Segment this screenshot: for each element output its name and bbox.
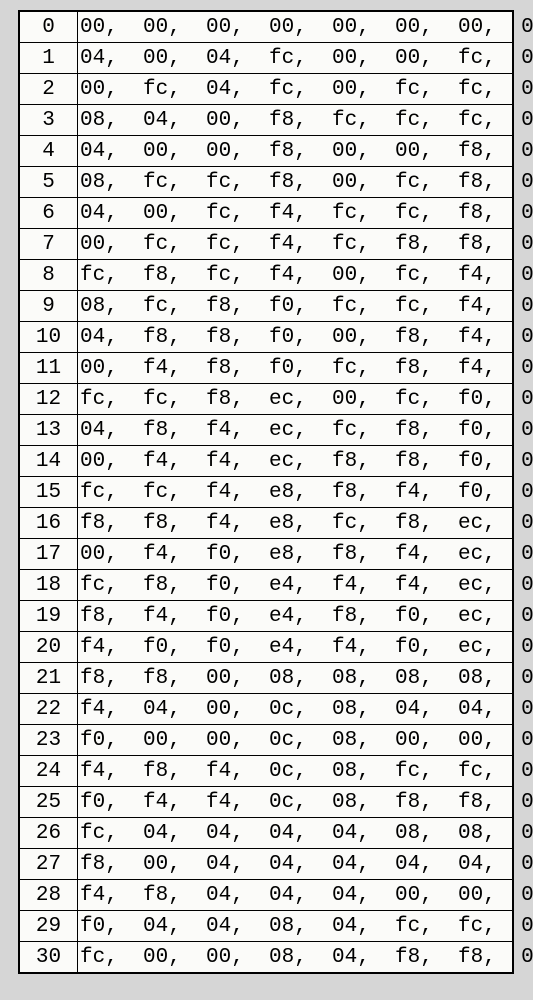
row-index: 23 xyxy=(20,725,78,756)
row-index: 8 xyxy=(20,260,78,291)
table-row: 21f8, f8, 00, 08, 08, 08, 08, 00, xyxy=(20,663,513,694)
row-index: 16 xyxy=(20,508,78,539)
row-data: fc, f8, fc, f4, 00, fc, f4, 00, xyxy=(78,260,513,291)
row-index: 11 xyxy=(20,353,78,384)
table-row: 25f0, f4, f4, 0c, 08, f8, f8, 00, xyxy=(20,787,513,818)
row-index: 30 xyxy=(20,942,78,973)
row-index: 4 xyxy=(20,136,78,167)
row-index: 21 xyxy=(20,663,78,694)
table-row: 604, 00, fc, f4, fc, fc, f8, 00, xyxy=(20,198,513,229)
row-index: 10 xyxy=(20,322,78,353)
table-row: 26fc, 04, 04, 04, 04, 08, 08, 00, xyxy=(20,818,513,849)
table-row: 700, fc, fc, f4, fc, f8, f8, 00, xyxy=(20,229,513,260)
row-index: 15 xyxy=(20,477,78,508)
table-row: 20f4, f0, f0, e4, f4, f0, ec, 00, xyxy=(20,632,513,663)
row-data: f8, f4, f0, e4, f8, f0, ec, 00, xyxy=(78,601,513,632)
table-row: 000, 00, 00, 00, 00, 00, 00, 00, xyxy=(20,12,513,43)
row-index: 22 xyxy=(20,694,78,725)
row-index: 29 xyxy=(20,911,78,942)
row-data: 04, f8, f4, ec, fc, f8, f0, 00, xyxy=(78,415,513,446)
row-data: f8, 00, 04, 04, 04, 04, 04, 00, xyxy=(78,849,513,880)
row-index: 13 xyxy=(20,415,78,446)
row-data: fc, 00, 00, 08, 04, f8, f8, 00, xyxy=(78,942,513,973)
table-row: 18fc, f8, f0, e4, f4, f4, ec, 00, xyxy=(20,570,513,601)
hex-table: 000, 00, 00, 00, 00, 00, 00, 00,104, 00,… xyxy=(19,11,513,973)
row-data: fc, f8, f0, e4, f4, f4, ec, 00, xyxy=(78,570,513,601)
row-index: 17 xyxy=(20,539,78,570)
table-row: 508, fc, fc, f8, 00, fc, f8, 00, xyxy=(20,167,513,198)
row-index: 27 xyxy=(20,849,78,880)
row-data: 04, 00, fc, f4, fc, fc, f8, 00, xyxy=(78,198,513,229)
table-row: 16f8, f8, f4, e8, fc, f8, ec, 00, xyxy=(20,508,513,539)
table-row: 12fc, fc, f8, ec, 00, fc, f0, 00, xyxy=(20,384,513,415)
row-index: 25 xyxy=(20,787,78,818)
row-data: f4, f8, f4, 0c, 08, fc, fc, 00, xyxy=(78,756,513,787)
table-row: 104, 00, 04, fc, 00, 00, fc, 00, xyxy=(20,43,513,74)
row-data: fc, fc, f4, e8, f8, f4, f0, 00, xyxy=(78,477,513,508)
row-index: 3 xyxy=(20,105,78,136)
row-data: f4, 04, 00, 0c, 08, 04, 04, 00, xyxy=(78,694,513,725)
row-data: f4, f8, 04, 04, 04, 00, 00, 00, xyxy=(78,880,513,911)
row-data: 04, 00, 04, fc, 00, 00, fc, 00, xyxy=(78,43,513,74)
table-row: 8fc, f8, fc, f4, 00, fc, f4, 00, xyxy=(20,260,513,291)
table-row: 27f8, 00, 04, 04, 04, 04, 04, 00, xyxy=(20,849,513,880)
row-data: 08, 04, 00, f8, fc, fc, fc, 00, xyxy=(78,105,513,136)
table-row: 404, 00, 00, f8, 00, 00, f8, 00, xyxy=(20,136,513,167)
table-row: 308, 04, 00, f8, fc, fc, fc, 00, xyxy=(20,105,513,136)
row-data: 00, f4, f0, e8, f8, f4, ec, 00, xyxy=(78,539,513,570)
row-index: 20 xyxy=(20,632,78,663)
row-index: 28 xyxy=(20,880,78,911)
row-index: 18 xyxy=(20,570,78,601)
table-row: 1100, f4, f8, f0, fc, f8, f4, 00, xyxy=(20,353,513,384)
row-index: 9 xyxy=(20,291,78,322)
row-data: f8, f8, 00, 08, 08, 08, 08, 00, xyxy=(78,663,513,694)
row-index: 6 xyxy=(20,198,78,229)
row-data: 00, fc, 04, fc, 00, fc, fc, 00, xyxy=(78,74,513,105)
row-data: f0, f4, f4, 0c, 08, f8, f8, 00, xyxy=(78,787,513,818)
table-row: 28f4, f8, 04, 04, 04, 00, 00, 00, xyxy=(20,880,513,911)
row-index: 14 xyxy=(20,446,78,477)
table-row: 200, fc, 04, fc, 00, fc, fc, 00, xyxy=(20,74,513,105)
row-index: 26 xyxy=(20,818,78,849)
table-row: 29f0, 04, 04, 08, 04, fc, fc, 00, xyxy=(20,911,513,942)
row-index: 12 xyxy=(20,384,78,415)
row-data: f8, f8, f4, e8, fc, f8, ec, 00, xyxy=(78,508,513,539)
row-index: 2 xyxy=(20,74,78,105)
table-row: 30fc, 00, 00, 08, 04, f8, f8, 00, xyxy=(20,942,513,973)
row-data: 00, 00, 00, 00, 00, 00, 00, 00, xyxy=(78,12,513,43)
data-table-container: 000, 00, 00, 00, 00, 00, 00, 00,104, 00,… xyxy=(18,10,514,974)
table-row: 1304, f8, f4, ec, fc, f8, f0, 00, xyxy=(20,415,513,446)
row-index: 1 xyxy=(20,43,78,74)
table-row: 1700, f4, f0, e8, f8, f4, ec, 00, xyxy=(20,539,513,570)
row-data: 00, fc, fc, f4, fc, f8, f8, 00, xyxy=(78,229,513,260)
row-data: 08, fc, f8, f0, fc, fc, f4, 00, xyxy=(78,291,513,322)
row-index: 19 xyxy=(20,601,78,632)
row-index: 7 xyxy=(20,229,78,260)
row-index: 24 xyxy=(20,756,78,787)
row-data: 00, f4, f8, f0, fc, f8, f4, 00, xyxy=(78,353,513,384)
row-data: 04, 00, 00, f8, 00, 00, f8, 00, xyxy=(78,136,513,167)
table-row: 22f4, 04, 00, 0c, 08, 04, 04, 00, xyxy=(20,694,513,725)
row-data: f0, 00, 00, 0c, 08, 00, 00, 00, xyxy=(78,725,513,756)
row-data: f4, f0, f0, e4, f4, f0, ec, 00, xyxy=(78,632,513,663)
row-data: 04, f8, f8, f0, 00, f8, f4, 00, xyxy=(78,322,513,353)
row-index: 0 xyxy=(20,12,78,43)
table-row: 1400, f4, f4, ec, f8, f8, f0, 00, xyxy=(20,446,513,477)
row-index: 5 xyxy=(20,167,78,198)
row-data: f0, 04, 04, 08, 04, fc, fc, 00, xyxy=(78,911,513,942)
table-row: 23f0, 00, 00, 0c, 08, 00, 00, 00, xyxy=(20,725,513,756)
row-data: fc, 04, 04, 04, 04, 08, 08, 00, xyxy=(78,818,513,849)
table-row: 24f4, f8, f4, 0c, 08, fc, fc, 00, xyxy=(20,756,513,787)
row-data: fc, fc, f8, ec, 00, fc, f0, 00, xyxy=(78,384,513,415)
table-row: 908, fc, f8, f0, fc, fc, f4, 00, xyxy=(20,291,513,322)
table-row: 15fc, fc, f4, e8, f8, f4, f0, 00, xyxy=(20,477,513,508)
row-data: 08, fc, fc, f8, 00, fc, f8, 00, xyxy=(78,167,513,198)
table-row: 19f8, f4, f0, e4, f8, f0, ec, 00, xyxy=(20,601,513,632)
row-data: 00, f4, f4, ec, f8, f8, f0, 00, xyxy=(78,446,513,477)
table-row: 1004, f8, f8, f0, 00, f8, f4, 00, xyxy=(20,322,513,353)
